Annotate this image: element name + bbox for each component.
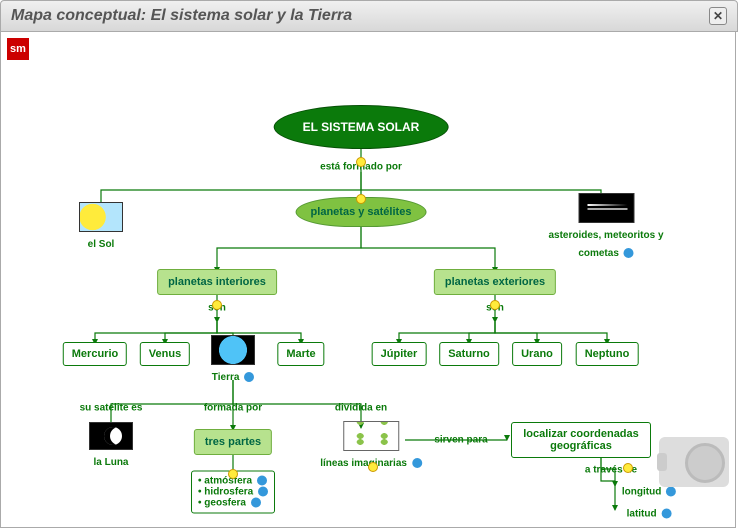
node-localizar: localizar coordenadas geográficas (511, 422, 651, 458)
link-formada-por: formada por (204, 403, 262, 414)
node-tierra[interactable]: Tierra (211, 335, 255, 385)
earth-icon (211, 335, 255, 365)
info-icon[interactable] (244, 372, 254, 382)
info-icon[interactable] (624, 248, 634, 258)
lightbulb-icon[interactable] (356, 194, 366, 204)
node-urano: Urano (512, 342, 562, 366)
node-sol[interactable]: el Sol (79, 202, 123, 252)
lightbulb-icon[interactable] (356, 157, 366, 167)
list-item: • geosfera (198, 498, 268, 509)
label-tierra: Tierra (212, 372, 254, 383)
info-icon[interactable] (257, 476, 267, 486)
sun-icon (79, 202, 123, 232)
link-sirven-para: sirven para (434, 435, 487, 446)
lightbulb-icon[interactable] (623, 463, 633, 473)
info-icon[interactable] (251, 498, 261, 508)
node-mercurio: Mercurio (63, 342, 127, 366)
worldmap-icon (343, 421, 399, 451)
list-item: • hidrosfera (198, 487, 268, 498)
node-saturno: Saturno (439, 342, 499, 366)
info-icon[interactable] (412, 458, 422, 468)
comet-icon (578, 193, 634, 223)
close-button[interactable]: ✕ (709, 7, 727, 25)
node-tres-partes: tres partes (194, 429, 272, 455)
label-sol: el Sol (88, 239, 115, 250)
publisher-logo: sm (7, 38, 29, 60)
lightbulb-icon[interactable] (228, 469, 238, 479)
label-asteroides: asteroides, meteoritos y cometas (548, 230, 663, 259)
camera-icon[interactable] (659, 437, 729, 487)
info-icon[interactable] (258, 487, 268, 497)
label-luna: la Luna (93, 457, 128, 468)
node-asteroides[interactable]: asteroides, meteoritos y cometas (542, 193, 671, 261)
node-latitud[interactable]: latitud (627, 509, 672, 520)
link-dividida-en: dividida en (335, 403, 387, 414)
node-venus: Venus (140, 342, 190, 366)
node-longitud[interactable]: longitud (622, 487, 676, 498)
node-neptuno: Neptuno (576, 342, 639, 366)
node-luna[interactable]: la Luna (89, 422, 133, 470)
node-interiores: planetas interiores (157, 269, 277, 295)
lightbulb-icon[interactable] (490, 300, 500, 310)
lightbulb-icon[interactable] (368, 462, 378, 472)
info-icon[interactable] (666, 487, 676, 497)
node-marte: Marte (277, 342, 324, 366)
node-root: EL SISTEMA SOLAR (274, 105, 449, 149)
info-icon[interactable] (661, 509, 671, 519)
link-satelite-es: su satélite es (80, 403, 143, 414)
window-title: Mapa conceptual: El sistema solar y la T… (11, 7, 352, 25)
moon-icon (89, 422, 133, 450)
diagram-canvas: sm EL SISTEMA SOLAR está formado por el … (0, 32, 736, 528)
node-exteriores: planetas exteriores (434, 269, 556, 295)
title-bar: Mapa conceptual: El sistema solar y la T… (0, 0, 738, 32)
lightbulb-icon[interactable] (212, 300, 222, 310)
node-jupiter: Júpiter (372, 342, 427, 366)
